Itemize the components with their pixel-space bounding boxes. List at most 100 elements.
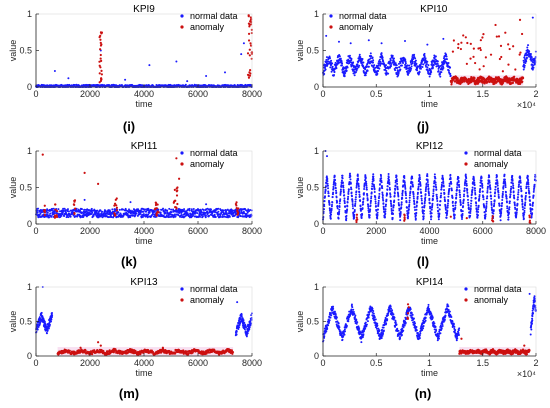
normal-data-point [432, 64, 435, 67]
normal-data-point [439, 200, 442, 203]
normal-data-point [446, 206, 449, 209]
normal-data-point [490, 200, 493, 203]
normal-data-point [513, 204, 516, 207]
normal-data-point [413, 200, 416, 203]
normal-data-point [353, 213, 356, 216]
normal-data-point [96, 209, 99, 212]
normal-data-point [363, 187, 366, 190]
normal-data-point [340, 185, 343, 188]
normal-data-point [421, 60, 424, 63]
normal-data-point [396, 66, 399, 69]
normal-data-point [514, 208, 517, 211]
normal-data-point [51, 311, 54, 314]
normal-data-point [371, 185, 374, 188]
normal-data-point [408, 203, 411, 206]
normal-data-point [327, 192, 330, 195]
normal-data-point [159, 211, 162, 214]
anomaly-point [154, 207, 157, 210]
normal-data-point [500, 211, 503, 213]
normal-data-point [412, 195, 415, 198]
anomaly-point [469, 42, 472, 45]
normal-data-point [462, 205, 465, 208]
y-axis-label: value [8, 177, 18, 199]
normal-data-point [481, 190, 484, 193]
x-tick-label: 1.5 [476, 89, 489, 99]
normal-data-point [393, 199, 396, 202]
anomaly-point [100, 59, 103, 62]
anomaly-point [90, 353, 94, 356]
x-tick-label: 2000 [80, 226, 100, 236]
normal-data-point [354, 205, 357, 208]
normal-data-point [418, 178, 421, 181]
y-tick-label: 0.5 [19, 46, 32, 56]
anomaly-point [449, 215, 452, 218]
normal-data-point [387, 176, 390, 179]
normal-data-point [404, 187, 407, 190]
normal-data-point [337, 40, 340, 43]
normal-data-point [383, 216, 386, 219]
normal-data-point [422, 215, 425, 218]
normal-data-point [399, 211, 402, 214]
y-tick-label: 0 [314, 82, 319, 92]
normal-data-point [170, 211, 173, 214]
normal-data-point [429, 210, 432, 213]
normal-data-point [361, 213, 364, 216]
normal-data-point [381, 191, 384, 194]
panel-caption: (k) [121, 254, 137, 269]
normal-data-point [340, 64, 343, 67]
normal-data-point [488, 181, 491, 184]
normal-data-point [475, 204, 478, 207]
x-tick-label: 0 [320, 226, 325, 236]
normal-data-point [482, 196, 485, 199]
normal-data-point [374, 198, 377, 201]
normal-data-point [378, 67, 381, 70]
normal-data-point [330, 210, 333, 213]
normal-data-point [341, 182, 344, 185]
normal-data-point [381, 194, 384, 197]
normal-data-point [493, 195, 496, 198]
normal-data-point [368, 214, 371, 217]
normal-data-point [367, 205, 370, 208]
normal-data-point [408, 199, 411, 202]
normal-data-point [165, 214, 168, 217]
normal-data-point [432, 194, 435, 197]
anomaly-point [479, 48, 482, 52]
normal-data-point [411, 181, 414, 184]
normal-data-point [242, 42, 245, 45]
anomaly-point [521, 80, 524, 83]
normal-data-point [525, 56, 528, 59]
normal-data-point [387, 173, 390, 175]
normal-data-point [439, 204, 442, 207]
normal-data-point [336, 200, 339, 203]
normal-data-point [474, 197, 477, 200]
normal-data-point [428, 197, 431, 200]
anomaly-point [99, 53, 102, 57]
normal-data-point [328, 57, 331, 60]
normal-data-point [469, 207, 472, 210]
normal-data-point [66, 208, 69, 211]
normal-data-point [460, 218, 463, 221]
normal-data-point [420, 197, 423, 200]
anomaly-point [113, 204, 116, 207]
normal-data-point [459, 193, 461, 196]
normal-data-point [451, 196, 454, 199]
normal-data-point [470, 199, 473, 202]
normal-data-point [478, 193, 481, 196]
normal-data-point [414, 217, 417, 220]
normal-data-point [511, 182, 514, 185]
normal-data-point [392, 204, 395, 207]
anomaly-point [489, 53, 493, 56]
normal-data-point [237, 328, 240, 331]
anomaly-point [452, 39, 455, 42]
normal-data-point [174, 215, 177, 218]
normal-data-point [469, 212, 472, 215]
normal-data-point [500, 207, 503, 210]
anomaly-point [175, 206, 178, 209]
anomaly-point [499, 44, 503, 47]
normal-data-point [337, 217, 340, 220]
normal-data-point [334, 189, 337, 192]
normal-data-point [387, 72, 390, 75]
normal-data-point [523, 207, 526, 210]
anomaly-point [53, 216, 57, 219]
normal-data-point [372, 59, 375, 62]
